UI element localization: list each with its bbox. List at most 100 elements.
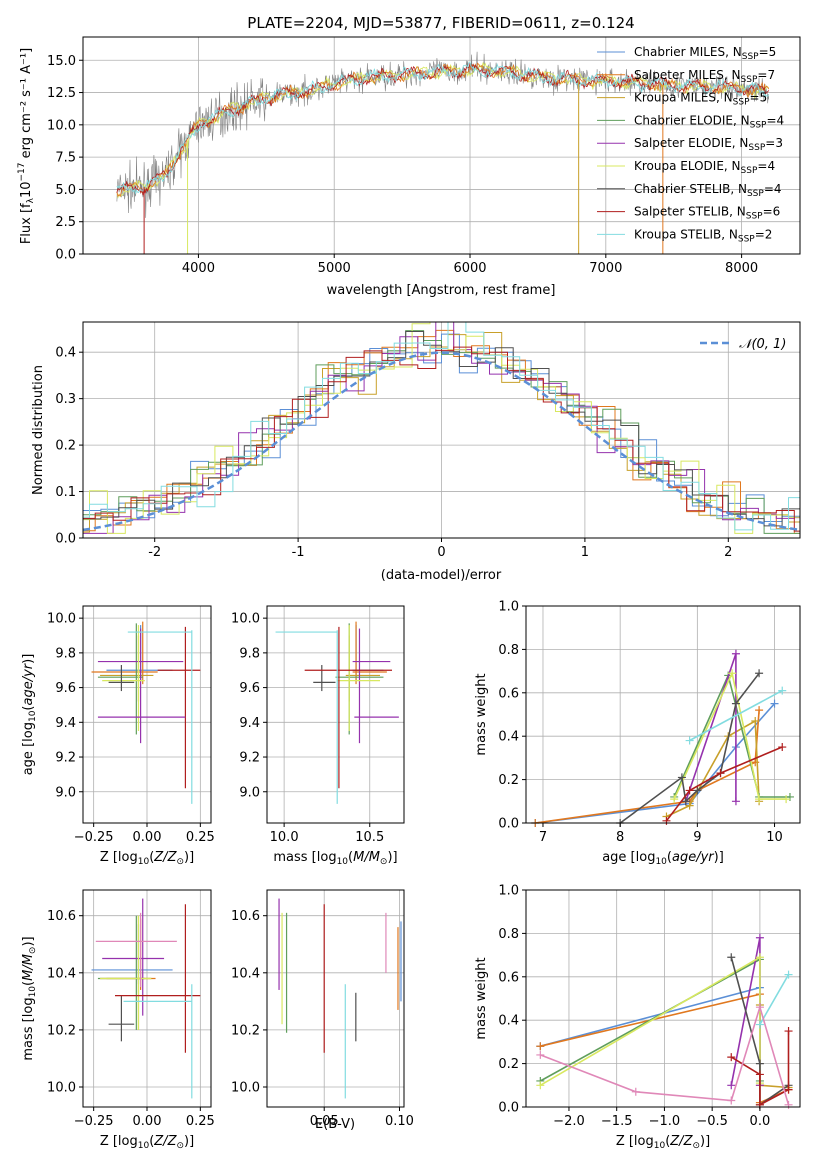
y-tick-label: 0.8 bbox=[498, 643, 519, 658]
x-tick-label: 10.5 bbox=[355, 830, 384, 845]
y-tick-label: 9.0 bbox=[239, 785, 260, 800]
y-tick-label: 0.2 bbox=[498, 773, 519, 788]
y-axis-label: mass [log10(M/M⊙)] bbox=[21, 936, 38, 1060]
x-axis-label: E(B-V) bbox=[315, 1117, 355, 1132]
weight-series bbox=[540, 986, 761, 1047]
y-tick-label: 2.5 bbox=[55, 215, 76, 230]
legend-entry: Chabrier ELODIE, NSSP=4 bbox=[634, 113, 784, 130]
weight-marker bbox=[536, 1081, 545, 1090]
weight-marker bbox=[782, 795, 791, 804]
weight-marker bbox=[784, 1027, 793, 1036]
y-tick-label: 0.2 bbox=[55, 439, 76, 454]
chart-title: PLATE=2204, MJD=53877, FIBERID=0611, z=0… bbox=[247, 14, 634, 32]
y-tick-label: 9.6 bbox=[239, 681, 260, 696]
y-axis-label: Flux [fλ10−17 erg cm⁻² s⁻¹ A⁻¹] bbox=[17, 48, 36, 244]
y-tick-label: 10.0 bbox=[231, 612, 260, 627]
x-tick-label: 6000 bbox=[453, 261, 486, 276]
weight-marker bbox=[784, 970, 793, 979]
y-axis-label: Normed distribution bbox=[31, 365, 46, 495]
legend-entry: Kroupa MILES, NSSP=5 bbox=[634, 91, 767, 108]
weight-marker bbox=[755, 1070, 764, 1079]
x-tick-label: −1.0 bbox=[649, 1114, 681, 1129]
y-axis-label: age [log10(age/yr)] bbox=[21, 654, 38, 776]
y-tick-label: 0.0 bbox=[498, 817, 519, 832]
y-tick-label: 1.0 bbox=[498, 884, 519, 899]
axes-2 bbox=[83, 606, 211, 823]
x-tick-label: 1 bbox=[581, 545, 589, 560]
weight-marker bbox=[755, 953, 764, 962]
y-tick-label: 0.0 bbox=[55, 248, 76, 263]
y-tick-label: 15.0 bbox=[47, 54, 76, 69]
weight-marker bbox=[755, 933, 764, 942]
y-tick-label: 9.0 bbox=[55, 785, 76, 800]
y-tick-label: 10.6 bbox=[47, 909, 76, 924]
weight-marker bbox=[755, 1020, 764, 1029]
weight-marker bbox=[755, 1059, 764, 1068]
weight-marker bbox=[731, 797, 740, 806]
y-tick-label: 0.0 bbox=[498, 1101, 519, 1116]
y-tick-label: 5.0 bbox=[55, 183, 76, 198]
axes-frame bbox=[82, 36, 801, 255]
weight-marker bbox=[731, 649, 740, 658]
legend-entry: Kroupa STELIB, NSSP=2 bbox=[634, 227, 772, 244]
x-axis-label: Z [log10(Z/Z⊙)] bbox=[616, 1134, 710, 1151]
y-tick-label: 9.2 bbox=[239, 751, 260, 766]
y-tick-label: 10.6 bbox=[231, 909, 260, 924]
weight-marker bbox=[631, 1087, 640, 1096]
y-tick-label: 0.0 bbox=[55, 532, 76, 547]
weight-series bbox=[689, 689, 783, 742]
weight-marker bbox=[685, 786, 694, 795]
x-axis-label: Z [log10(Z/Z⊙)] bbox=[100, 850, 194, 867]
weight-marker bbox=[751, 717, 760, 726]
y-tick-label: 0.4 bbox=[498, 1014, 519, 1029]
weight-marker bbox=[778, 743, 787, 752]
x-tick-label: 8 bbox=[616, 830, 624, 845]
weight-marker bbox=[784, 1100, 793, 1109]
x-tick-label: 10.0 bbox=[270, 830, 299, 845]
y-tick-label: 10.4 bbox=[47, 966, 76, 981]
axes-6 bbox=[267, 890, 404, 1107]
x-tick-label: −0.5 bbox=[696, 1114, 728, 1129]
y-tick-label: 0.2 bbox=[498, 1057, 519, 1072]
x-tick-label: −0.25 bbox=[74, 1114, 114, 1129]
axes-frame bbox=[266, 605, 405, 824]
y-tick-label: 10.0 bbox=[47, 612, 76, 627]
x-axis-label: wavelength [Angstrom, rest frame] bbox=[327, 283, 556, 298]
y-tick-label: 10.0 bbox=[231, 1081, 260, 1096]
x-axis-label: Z [log10(Z/Z⊙)] bbox=[100, 1134, 194, 1151]
axes-frame bbox=[525, 889, 801, 1108]
legend-entry: Kroupa ELODIE, NSSP=4 bbox=[634, 159, 775, 176]
y-tick-label: 0.8 bbox=[498, 927, 519, 942]
x-tick-label: 9 bbox=[693, 830, 701, 845]
model-spectrum bbox=[116, 62, 770, 198]
x-tick-label: 0.25 bbox=[186, 830, 215, 845]
y-tick-label: 10.2 bbox=[47, 1023, 76, 1038]
weight-marker bbox=[727, 1053, 736, 1062]
weight-series bbox=[535, 710, 760, 823]
y-axis-label: mass weight bbox=[474, 673, 489, 755]
y-tick-label: 9.2 bbox=[55, 751, 76, 766]
y-tick-label: 12.5 bbox=[47, 86, 76, 101]
y-tick-label: 10.0 bbox=[47, 1081, 76, 1096]
residual-histogram bbox=[83, 330, 800, 534]
x-tick-label: 7 bbox=[539, 830, 547, 845]
y-tick-label: 0.3 bbox=[55, 392, 76, 407]
weight-marker bbox=[536, 1042, 545, 1051]
x-tick-label: 0.10 bbox=[385, 1114, 414, 1129]
y-tick-label: 9.4 bbox=[55, 716, 76, 731]
weight-marker bbox=[785, 792, 794, 801]
x-tick-label: −0.25 bbox=[74, 830, 114, 845]
x-tick-label: 10 bbox=[766, 830, 783, 845]
residual-histogram bbox=[83, 346, 800, 532]
y-tick-label: 0.4 bbox=[498, 730, 519, 745]
x-tick-label: -1 bbox=[292, 545, 305, 560]
y-axis-label: mass weight bbox=[474, 957, 489, 1039]
x-tick-label: 2 bbox=[724, 545, 732, 560]
x-tick-label: −1.5 bbox=[601, 1114, 633, 1129]
y-tick-label: 10.4 bbox=[231, 966, 260, 981]
x-tick-label: 8000 bbox=[725, 261, 758, 276]
weight-series bbox=[673, 670, 787, 800]
y-tick-label: 0.6 bbox=[498, 970, 519, 985]
weight-marker bbox=[716, 769, 725, 778]
